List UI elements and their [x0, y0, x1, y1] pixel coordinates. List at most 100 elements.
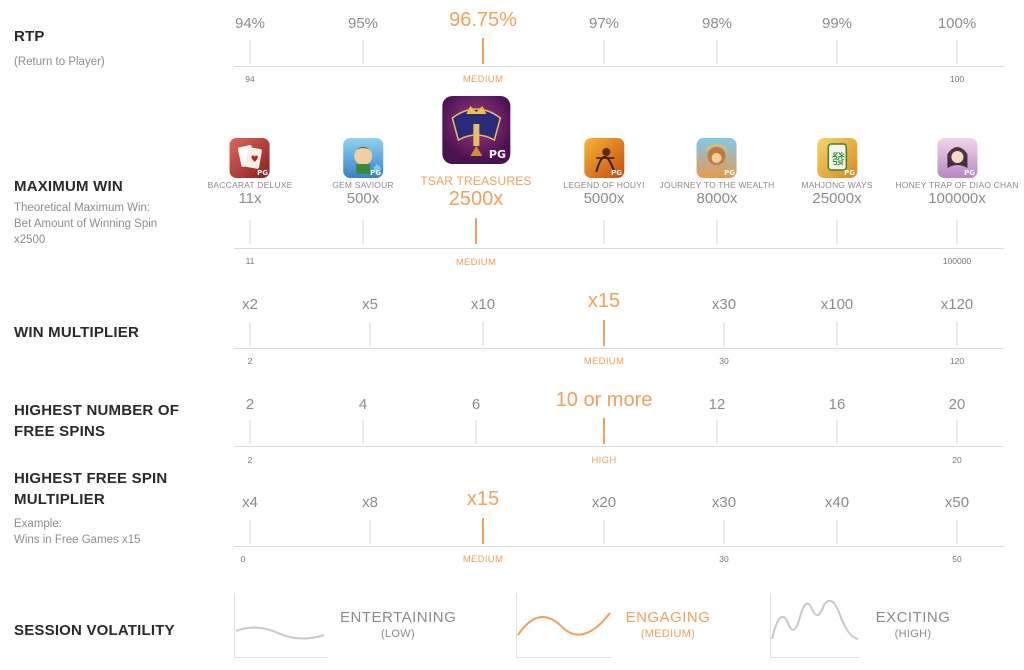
- game-max-win: 25000x: [812, 190, 862, 207]
- game-name: GEM SAVIOUR: [332, 180, 394, 190]
- max-win-tick: [603, 220, 605, 244]
- free-spins-value-3: 10 or more: [555, 389, 653, 411]
- game-mahjong-ways[interactable]: 發 PG MAHJONG WAYS 25000x: [801, 138, 872, 207]
- volatility-axis: [770, 657, 860, 658]
- baccarat-deluxe-icon: ♥ PG: [230, 138, 270, 178]
- svg-text:♥: ♥: [251, 155, 259, 165]
- rtp-label: RTP (Return to Player): [14, 26, 105, 70]
- game-name: TSAR TREASURES: [420, 174, 532, 188]
- free-spins-value-2: 6: [471, 396, 481, 413]
- game-max-win: 100000x: [928, 190, 986, 207]
- volatility-option-label: ENGAGING: [625, 609, 711, 626]
- free-spins-level: HIGH: [591, 455, 617, 466]
- svg-text:發: 發: [831, 152, 845, 168]
- free-spins-baseline: [234, 446, 1004, 447]
- volatility-option-level: (MEDIUM): [640, 628, 696, 640]
- rtp-baseline: [234, 66, 1004, 67]
- max-win-title: MAXIMUM WIN: [14, 178, 123, 195]
- free-spins-value-0: 2: [245, 396, 255, 413]
- volatility-high-wave-icon: [771, 599, 859, 640]
- win-multiplier-range-max: 120: [949, 356, 965, 366]
- free-spins-label: HIGHEST NUMBER OF FREE SPINS: [14, 400, 179, 442]
- max-win-subtitle: Theoretical Maximum Win: Bet Amount of W…: [14, 202, 158, 246]
- journey-to-the-wealth-icon: PG: [696, 138, 737, 178]
- win-multiplier-value-3: x15: [587, 290, 621, 312]
- free-spin-multiplier-value-4: x30: [711, 494, 737, 511]
- rtp-level: MEDIUM: [462, 74, 504, 85]
- game-legend-of-houyi[interactable]: PG LEGEND OF HOUYI 5000x: [563, 138, 645, 207]
- rtp-range-min: 94: [245, 74, 255, 84]
- game-max-win: 5000x: [583, 190, 625, 207]
- rtp-value-2: 96.75%: [449, 9, 517, 31]
- game-honey-trap-of-diao-chan[interactable]: PG HONEY TRAP OF DIAO CHAN 100000x: [895, 138, 1018, 207]
- rtp-tick: [362, 40, 364, 64]
- game-max-win: 11x: [238, 190, 262, 207]
- volatility-option-entertaining[interactable]: ENTERTAINING (LOW): [234, 593, 474, 659]
- rtp-value-4: 98%: [701, 15, 733, 32]
- free-spin-multiplier-tick: [249, 520, 251, 544]
- legend-of-houyi-icon: PG: [584, 138, 624, 178]
- free-spin-multiplier-range-max: 50: [952, 554, 962, 564]
- free-spin-multiplier-level: MEDIUM: [462, 554, 504, 565]
- free-spin-multiplier-subtitle: Example: Wins in Free Games x15: [14, 518, 141, 546]
- rtp-value-0: 94%: [234, 15, 266, 32]
- free-spin-multiplier-tick-highlight: [482, 518, 484, 544]
- game-max-win: 8000x: [696, 190, 738, 207]
- volatility-option-label: ENTERTAINING: [340, 609, 457, 626]
- max-win-tick: [249, 220, 251, 244]
- win-multiplier-value-2: x10: [470, 296, 496, 313]
- rtp-subtitle: (Return to Player): [14, 56, 105, 68]
- max-win-scale: ♥ PG BACCARAT DELUXE 11x PG GEM SAVIOUR …: [208, 92, 1018, 272]
- rtp-value-5: 99%: [821, 15, 853, 32]
- tsar-treasures-icon: PG: [442, 96, 510, 164]
- win-multiplier-scale: x2 x5 x10 x15 x30 x100 x120 2 MEDIUM 30 …: [234, 280, 1004, 372]
- free-spins-tick: [249, 420, 251, 444]
- game-baccarat-deluxe[interactable]: ♥ PG BACCARAT DELUXE 11x: [208, 138, 293, 207]
- free-spin-multiplier-tick: [603, 520, 605, 544]
- max-win-tick: [956, 220, 958, 244]
- volatility-option-exciting[interactable]: EXCITING (HIGH): [770, 593, 1010, 659]
- free-spins-tick: [836, 420, 838, 444]
- volatility-axis: [770, 593, 771, 657]
- rtp-value-3: 97%: [588, 15, 620, 32]
- game-max-win: 500x: [346, 190, 380, 207]
- free-spins-title: HIGHEST NUMBER OF FREE SPINS: [14, 402, 180, 440]
- free-spin-multiplier-tick: [956, 520, 958, 544]
- free-spins-tick: [475, 420, 477, 444]
- rtp-tick: [603, 40, 605, 64]
- win-multiplier-value-1: x5: [362, 296, 378, 313]
- volatility-option-engaging[interactable]: ENGAGING (MEDIUM): [516, 593, 756, 659]
- max-win-tick: [716, 220, 718, 244]
- game-tsar-treasures[interactable]: PG TSAR TREASURES 2500x: [420, 96, 531, 211]
- game-name: LEGEND OF HOUYI: [563, 180, 645, 190]
- free-spin-multiplier-value-1: x8: [362, 494, 378, 511]
- game-name: MAHJONG WAYS: [801, 180, 873, 190]
- honey-trap-icon: PG: [937, 138, 977, 178]
- game-gem-saviour[interactable]: PG GEM SAVIOUR 500x: [332, 138, 394, 207]
- gem-saviour-icon: PG: [343, 138, 383, 178]
- max-win-range-max: 100000: [942, 256, 972, 266]
- rtp-range-max: 100: [949, 74, 965, 84]
- win-multiplier-label: WIN MULTIPLIER: [14, 322, 139, 343]
- free-spin-multiplier-range-min: 0: [240, 554, 246, 564]
- rtp-title: RTP: [14, 28, 45, 45]
- free-spin-multiplier-value-0: x4: [242, 494, 258, 511]
- game-name: JOURNEY TO THE WEALTH: [659, 180, 775, 190]
- max-win-tick-highlight: [475, 218, 477, 244]
- win-multiplier-tick: [956, 322, 958, 346]
- win-multiplier-title: WIN MULTIPLIER: [14, 324, 140, 341]
- volatility-option-label: EXCITING: [875, 609, 951, 626]
- free-spins-tick: [716, 420, 718, 444]
- free-spin-multiplier-value-6: x50: [944, 494, 970, 511]
- free-spins-value-4: 12: [708, 396, 726, 413]
- game-journey-to-the-wealth[interactable]: PG JOURNEY TO THE WEALTH 8000x: [660, 138, 775, 207]
- win-multiplier-range-min: 2: [247, 356, 253, 366]
- free-spins-range-min: 2: [247, 455, 253, 465]
- volatility-axis: [234, 657, 328, 658]
- free-spin-multiplier-title: HIGHEST FREE SPIN MULTIPLIER: [14, 470, 168, 508]
- free-spins-value-1: 4: [358, 396, 368, 413]
- max-win-range-min: 11: [245, 256, 255, 266]
- rtp-value-1: 95%: [347, 15, 379, 32]
- game-max-win: 2500x: [448, 188, 504, 210]
- rtp-value-6: 100%: [937, 15, 977, 32]
